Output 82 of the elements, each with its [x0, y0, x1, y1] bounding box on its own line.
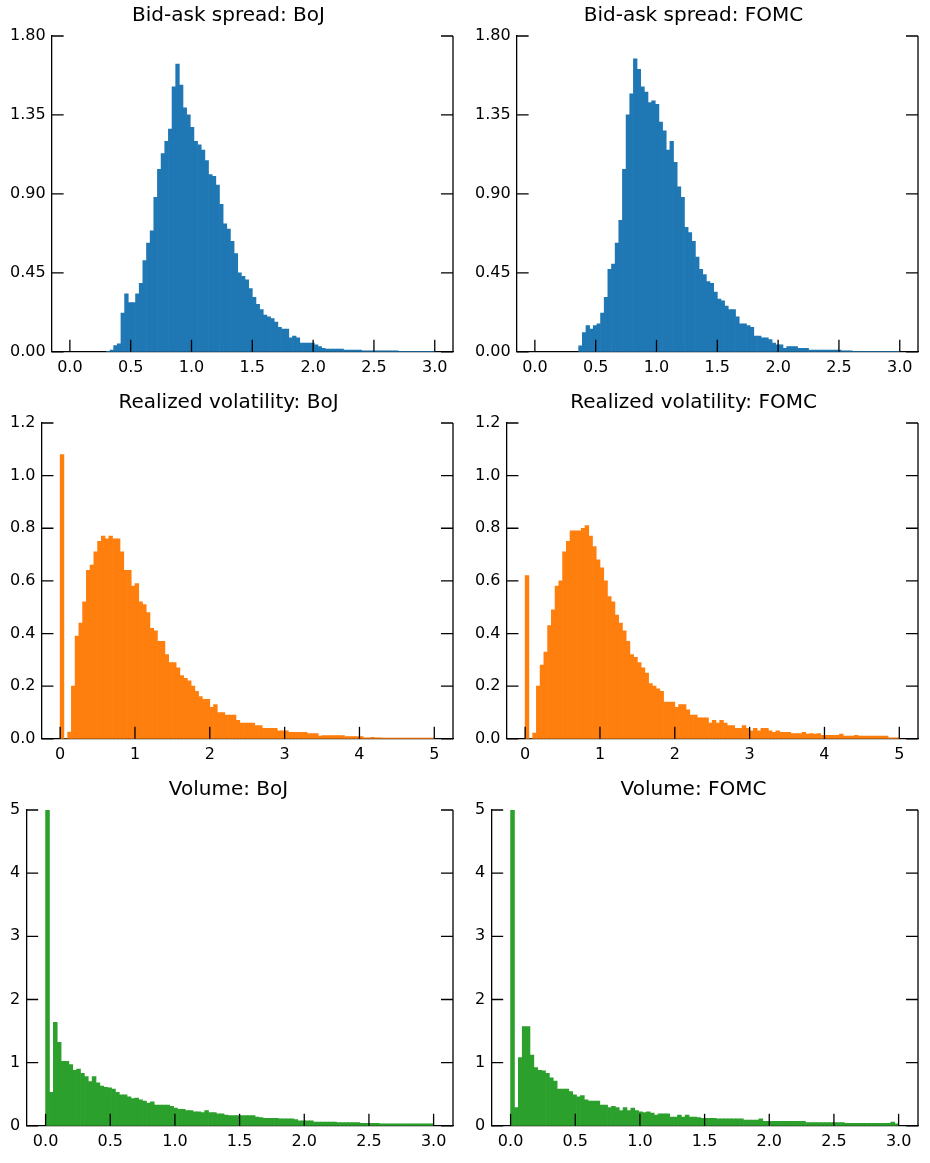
- chart-title: Realized volatility: FOMC: [570, 389, 817, 414]
- x-tick-label: 0.5: [562, 1130, 588, 1150]
- y-tick-label: 0.45: [10, 262, 46, 282]
- y-tick-label: 0.6: [9, 570, 36, 590]
- x-tick-label: 2.5: [361, 356, 387, 376]
- x-tick-label: 2.5: [356, 1130, 382, 1150]
- y-tick-label: 4: [474, 862, 486, 882]
- x-tick-label: 0.0: [522, 356, 548, 376]
- x-tick-label: 4: [354, 743, 365, 763]
- x-tick-label: 1: [594, 743, 606, 763]
- y-tick-label: 3: [9, 925, 21, 945]
- y-tick-label: 1.2: [474, 412, 501, 432]
- x-tick-label: 5: [429, 743, 440, 763]
- y-tick-label: 0.8: [474, 517, 501, 537]
- y-tick-label: 2: [474, 988, 486, 1008]
- x-tick-label: 1.0: [178, 356, 205, 376]
- x-tick-label: 0.5: [582, 356, 609, 376]
- y-tick-label: 0.4: [9, 622, 36, 642]
- x-tick-label: 2.0: [765, 356, 791, 376]
- x-tick-label: 2: [669, 743, 680, 763]
- y-tick-label: 4: [9, 862, 21, 882]
- y-tick-label: 1.35: [475, 104, 511, 124]
- x-tick-label: 0: [55, 743, 66, 763]
- y-tick-label: 5: [9, 799, 21, 819]
- x-tick-label: 1.0: [627, 1130, 653, 1150]
- x-tick-label: 3.0: [887, 356, 913, 376]
- x-tick-label: 1.0: [162, 1130, 188, 1150]
- y-tick-label: 0.0: [474, 727, 501, 747]
- y-tick-label: 0.90: [10, 183, 46, 203]
- y-tick-label: 5: [474, 799, 486, 819]
- y-tick-label: 0.8: [9, 517, 36, 537]
- x-tick-label: 1.5: [691, 1130, 718, 1150]
- x-tick-label: 3: [744, 743, 755, 763]
- y-tick-label: 3: [474, 925, 486, 945]
- x-tick-label: 2.0: [756, 1130, 782, 1150]
- y-tick-label: 1.35: [10, 104, 46, 124]
- x-tick-label: 0.5: [117, 356, 144, 376]
- chart-title: Bid-ask spread: FOMC: [583, 2, 804, 27]
- chart-title: Bid-ask spread: BoJ: [132, 2, 325, 27]
- x-tick-label: 0: [520, 743, 531, 763]
- y-tick-label: 0.45: [475, 262, 511, 282]
- y-tick-label: 0.2: [9, 675, 36, 695]
- y-tick-label: 1.0: [9, 464, 36, 484]
- y-tick-label: 0.00: [475, 340, 511, 360]
- y-tick-label: 0: [474, 1114, 486, 1134]
- x-tick-label: 0.0: [497, 1130, 524, 1150]
- y-tick-label: 0.2: [474, 675, 501, 695]
- x-tick-label: 5: [894, 743, 905, 763]
- x-tick-label: 1.5: [226, 1130, 253, 1150]
- x-tick-label: 0.5: [97, 1130, 123, 1150]
- x-tick-label: 2: [204, 743, 215, 763]
- chart-title: Volume: FOMC: [620, 776, 767, 801]
- y-tick-label: 1.80: [475, 25, 511, 45]
- y-tick-label: 1.0: [474, 464, 501, 484]
- x-tick-label: 0.0: [57, 356, 83, 376]
- x-tick-label: 1: [129, 743, 141, 763]
- y-tick-label: 1: [474, 1051, 486, 1071]
- x-tick-label: 2.5: [821, 1130, 847, 1150]
- y-tick-label: 0.4: [474, 622, 501, 642]
- y-tick-label: 0.00: [10, 340, 46, 360]
- x-tick-label: 4: [819, 743, 830, 763]
- x-tick-label: 3.0: [422, 356, 448, 376]
- x-tick-label: 3.0: [420, 1130, 447, 1150]
- y-tick-label: 0.90: [475, 183, 511, 203]
- chart-title: Realized volatility: BoJ: [118, 389, 339, 414]
- x-tick-label: 1.5: [239, 356, 266, 376]
- x-tick-label: 1.5: [704, 356, 731, 376]
- y-tick-label: 1.80: [10, 25, 46, 45]
- y-tick-label: 0.6: [474, 570, 501, 590]
- y-tick-label: 0: [9, 1114, 21, 1134]
- y-tick-label: 1.2: [9, 412, 36, 432]
- x-tick-label: 2.5: [826, 356, 852, 376]
- y-tick-label: 2: [9, 988, 21, 1008]
- x-tick-label: 2.0: [300, 356, 326, 376]
- x-tick-label: 3.0: [885, 1130, 912, 1150]
- x-tick-label: 2.0: [291, 1130, 317, 1150]
- y-tick-label: 0.0: [9, 727, 36, 747]
- y-tick-label: 1: [9, 1051, 21, 1071]
- x-tick-label: 3: [279, 743, 290, 763]
- x-tick-label: 1.0: [643, 356, 670, 376]
- chart-title: Volume: BoJ: [168, 776, 289, 801]
- x-tick-label: 0.0: [32, 1130, 59, 1150]
